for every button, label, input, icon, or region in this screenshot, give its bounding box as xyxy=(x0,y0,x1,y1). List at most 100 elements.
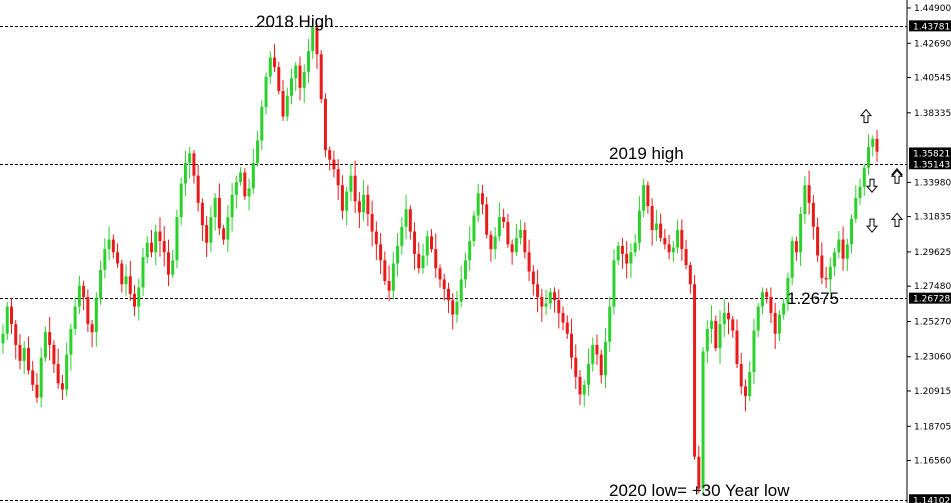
candle-body xyxy=(128,276,132,294)
candle-body xyxy=(171,260,175,275)
candle xyxy=(69,323,73,371)
annotation-1-2675: 1.2675 xyxy=(787,289,839,308)
candle xyxy=(396,233,400,277)
candle-body xyxy=(196,175,200,203)
candle xyxy=(251,148,255,194)
candle xyxy=(820,242,824,285)
candle xyxy=(497,202,501,241)
candle-body xyxy=(290,78,294,96)
candle-body xyxy=(727,312,731,320)
candle-body xyxy=(502,217,506,222)
candle xyxy=(875,130,879,162)
candle xyxy=(192,150,196,184)
price-tag: 1.14102 xyxy=(909,494,951,503)
candle xyxy=(540,288,544,322)
candle xyxy=(158,217,162,257)
candle xyxy=(196,164,200,212)
price-tag-bg xyxy=(909,147,951,159)
y-tick-label: 1.18705 xyxy=(914,422,951,432)
candle xyxy=(828,257,832,294)
price-tag: 1.35143 xyxy=(909,158,951,170)
candle-body xyxy=(646,185,650,206)
candle-body xyxy=(141,257,145,288)
candle-body xyxy=(705,328,709,352)
candle-body xyxy=(824,277,828,280)
candle-body xyxy=(175,217,179,261)
candle-body xyxy=(519,229,523,238)
candle-body xyxy=(311,27,315,52)
candle xyxy=(60,374,64,400)
candle-body xyxy=(332,159,336,170)
candle-body xyxy=(523,229,527,253)
candle xyxy=(786,272,790,311)
candle-body xyxy=(714,320,718,349)
candle-body xyxy=(158,231,162,242)
candle xyxy=(536,269,540,313)
candle xyxy=(871,135,875,157)
candle xyxy=(748,361,752,402)
candle xyxy=(701,346,705,496)
candle-body xyxy=(531,271,535,285)
candle-body xyxy=(472,215,476,242)
candle xyxy=(408,205,412,240)
candle-body xyxy=(65,354,69,390)
candle-body xyxy=(260,106,264,141)
candle xyxy=(213,193,217,231)
candle xyxy=(570,318,574,369)
candle-body xyxy=(710,320,714,329)
candle xyxy=(629,243,633,278)
candle xyxy=(841,226,845,271)
candle xyxy=(9,297,13,334)
candle-body xyxy=(306,51,310,72)
up-arrow-icon xyxy=(890,212,904,227)
candle-body xyxy=(760,292,764,307)
candle-body xyxy=(90,324,94,333)
candle xyxy=(290,68,294,105)
candle xyxy=(226,204,230,252)
price-tag-label: 1.35143 xyxy=(913,160,950,170)
candle-body xyxy=(540,297,544,307)
candle xyxy=(650,198,654,246)
candle xyxy=(52,340,56,373)
y-tick-label: 1.23060 xyxy=(914,353,951,363)
candle xyxy=(306,38,310,84)
candle xyxy=(383,251,387,286)
candle-body xyxy=(294,65,298,79)
candle xyxy=(574,344,578,390)
candle-body xyxy=(417,253,421,269)
candle-body xyxy=(413,231,417,254)
price-tag-bg xyxy=(909,158,951,170)
candle xyxy=(323,93,327,158)
candle xyxy=(506,213,510,248)
candle xyxy=(5,301,9,341)
candle xyxy=(633,233,637,257)
candle xyxy=(370,200,374,247)
candle xyxy=(705,320,709,364)
candle xyxy=(99,260,103,305)
candle-body xyxy=(145,242,149,258)
candle-body xyxy=(166,252,170,275)
candle xyxy=(137,278,141,321)
candle xyxy=(425,230,429,266)
candle xyxy=(446,282,450,313)
candle-body xyxy=(438,268,442,280)
candle-body xyxy=(748,372,752,397)
candle xyxy=(472,211,476,247)
candle-body xyxy=(9,306,13,325)
annotation-2018-high: 2018 High xyxy=(256,12,334,31)
candle xyxy=(387,265,391,301)
candle xyxy=(86,289,90,332)
candle xyxy=(599,349,603,384)
y-tick-label: 1.29625 xyxy=(914,248,951,258)
candle xyxy=(124,264,128,296)
candle xyxy=(154,224,158,266)
candle xyxy=(688,261,692,294)
candle-body xyxy=(582,384,586,395)
y-tick-label: 1.25270 xyxy=(914,317,951,327)
candle xyxy=(39,347,43,408)
candle xyxy=(544,289,548,316)
candle xyxy=(273,44,277,73)
candle-body xyxy=(256,140,260,163)
candle-body xyxy=(14,324,18,345)
